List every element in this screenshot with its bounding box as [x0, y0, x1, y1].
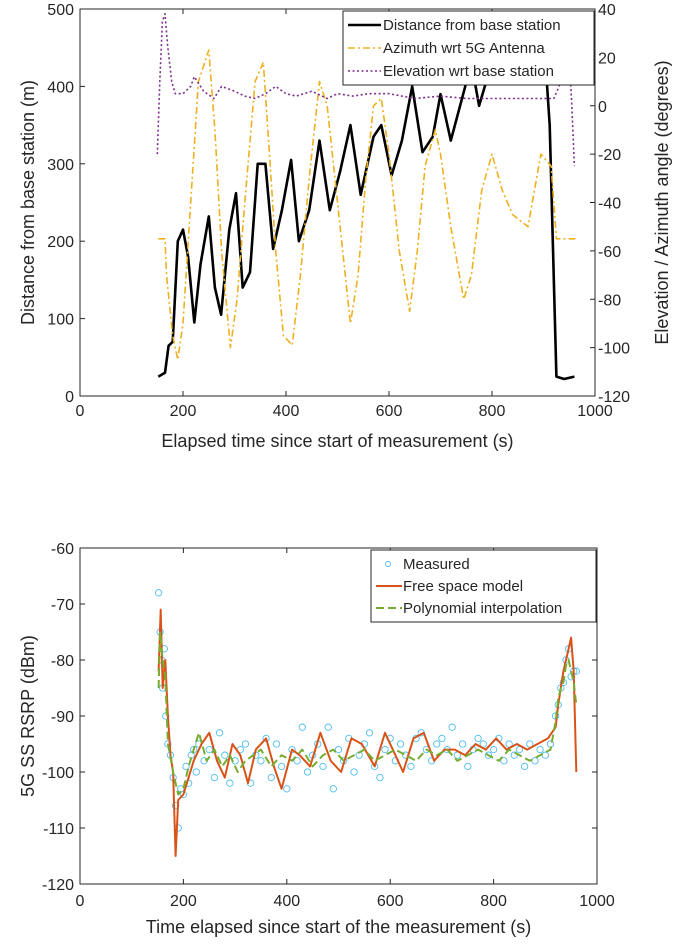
- measured-point: [210, 773, 219, 782]
- legend-label: Azimuth wrt 5G Antenna: [383, 40, 545, 57]
- measured-point: [334, 745, 343, 754]
- measured-point: [458, 740, 467, 748]
- measured-point: [267, 773, 275, 782]
- measured-point: [484, 751, 493, 759]
- y-axis-label: Distance from base station (m): [18, 80, 38, 325]
- y-right-tick-label: 20: [598, 50, 616, 67]
- x-tick-label: 800: [480, 893, 507, 910]
- measured-point: [293, 757, 301, 765]
- x-tick-label: 400: [273, 403, 300, 420]
- measured-point: [464, 762, 472, 771]
- y-right-tick-label: -80: [598, 292, 621, 309]
- measured-point: [221, 751, 229, 759]
- x-tick-label: 1000: [579, 893, 615, 910]
- measured-point: [438, 734, 446, 743]
- x-tick-label: 600: [377, 893, 404, 910]
- measured-point: [257, 757, 265, 765]
- legend-box: [342, 10, 595, 86]
- x-tick-label: 0: [76, 403, 85, 420]
- legend-label: Distance from base station: [383, 17, 561, 34]
- measured-point: [205, 745, 213, 754]
- measured-point: [283, 785, 291, 793]
- x-tick-label: 200: [170, 403, 197, 420]
- measured-point: [536, 745, 544, 754]
- y-tick-label: 0: [65, 389, 74, 406]
- chart-rsrp: 0 200 400 600 800 1000 -120 -110 -100 -90 -80 -70 -6…: [18, 541, 615, 937]
- y-right-tick-label: 0: [598, 99, 607, 116]
- measured-point: [407, 762, 415, 771]
- x-tick-label: 600: [376, 403, 403, 420]
- x-tick-label: 1000: [577, 403, 613, 420]
- y-tick-label: 100: [47, 312, 74, 329]
- measured-point: [520, 762, 529, 771]
- legend-label: Measured: [403, 556, 470, 573]
- y-right-tick-label: -100: [598, 341, 630, 358]
- measured-point: [541, 751, 549, 759]
- y-right-axis-label: Elevation / Azimuth angle (degrees): [652, 60, 672, 344]
- legend-label: Elevation wrt base station: [383, 63, 554, 80]
- measured-point: [500, 757, 508, 765]
- legend: Measured Free space model Polynomial inter…: [370, 549, 597, 623]
- measured-point: [531, 757, 539, 765]
- y-tick-label: -110: [43, 821, 74, 838]
- legend: Distance from base station Azimuth wrt 5G…: [342, 10, 595, 86]
- y-right-tick-label: -40: [598, 196, 621, 213]
- legend-swatch: [385, 561, 391, 567]
- measured-point: [376, 773, 384, 782]
- y-tick-label: -100: [42, 765, 74, 782]
- measured-point: [272, 740, 281, 748]
- series-group: [154, 589, 580, 857]
- y-tick-label: 400: [47, 79, 74, 96]
- measured-point: [474, 734, 482, 743]
- measured-point: [241, 740, 250, 748]
- x-tick-label: 200: [170, 893, 197, 910]
- x-tick-label: 0: [76, 893, 85, 910]
- series-line-polynomial-interpolation: [157, 631, 578, 796]
- measured-point: [365, 729, 374, 737]
- measured-point: [350, 768, 358, 776]
- measured-point: [448, 723, 456, 731]
- measured-point: [215, 729, 224, 737]
- measured-point: [154, 589, 163, 597]
- series-line-elevation-wrt-base-station: [156, 13, 576, 167]
- legend-label: Polynomial interpolation: [403, 600, 562, 617]
- y-tick-label: -90: [51, 709, 74, 726]
- measured-point: [396, 740, 405, 748]
- measured-point: [277, 762, 286, 771]
- series-line-azimuth-wrt-5g-antenna: [158, 49, 576, 361]
- legend-label: Free space model: [403, 578, 523, 595]
- chart-distance-angles: 0 200 400 600 800 10000100200300400500-120-10…: [18, 2, 672, 451]
- y-axis-label: 5G SS RSRP (dBm): [18, 635, 38, 797]
- y-tick-label: 500: [47, 2, 74, 19]
- measured-point: [319, 762, 327, 771]
- y-tick-label: -60: [51, 541, 74, 558]
- legend-box: [370, 549, 597, 623]
- y-tick-label: -80: [51, 653, 74, 670]
- measured-point: [329, 785, 337, 793]
- measured-point: [324, 723, 332, 731]
- y-right-tick-label: -60: [598, 244, 621, 261]
- y-right-tick-label: -120: [598, 389, 630, 406]
- y-tick-label: -70: [51, 597, 74, 614]
- measured-point: [381, 745, 389, 754]
- measured-point: [489, 745, 498, 754]
- y-tick-label: 200: [47, 234, 74, 251]
- x-tick-label: 400: [273, 893, 300, 910]
- x-axis-label: Time elapsed since start of the measurem…: [146, 917, 532, 937]
- measured-point: [226, 779, 234, 787]
- measured-point: [433, 740, 441, 748]
- y-tick-label: 300: [47, 157, 74, 174]
- x-tick-label: 800: [479, 403, 506, 420]
- measured-point: [303, 768, 312, 776]
- measured-point: [182, 762, 190, 771]
- y-right-tick-label: 40: [598, 2, 616, 19]
- y-right-tick-label: -20: [598, 147, 621, 164]
- y-tick-label: -120: [42, 877, 74, 894]
- measured-point: [192, 768, 200, 776]
- series-line-free-space-model: [157, 608, 578, 857]
- x-axis-label: Elapsed time since start of measurement …: [161, 431, 513, 451]
- measured-point: [298, 723, 306, 731]
